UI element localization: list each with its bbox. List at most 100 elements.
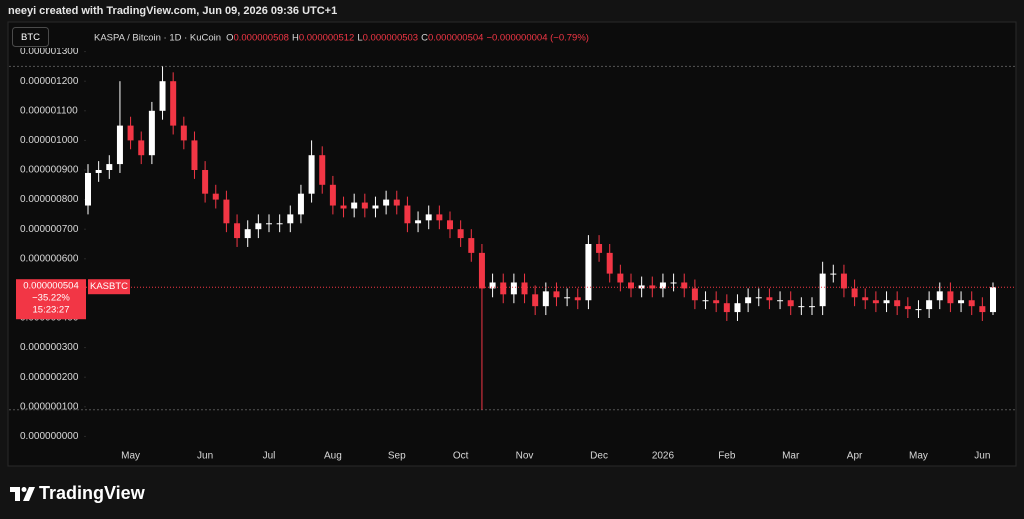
candle-body bbox=[127, 125, 134, 141]
x-tick-label: Jun bbox=[974, 451, 990, 462]
candle-body bbox=[777, 300, 784, 302]
candle-body bbox=[180, 125, 187, 141]
legend: KASPA / Bitcoin · 1D · KuCoin O0.00000050… bbox=[94, 32, 589, 43]
x-tick-label: Apr bbox=[847, 451, 863, 462]
candle-body bbox=[681, 282, 688, 289]
candle-body bbox=[947, 291, 954, 304]
candle-body bbox=[723, 303, 730, 313]
candle-body bbox=[510, 282, 517, 295]
candle-body bbox=[319, 155, 326, 185]
candle-body bbox=[787, 300, 794, 307]
price-label: 0.000000504 bbox=[23, 281, 78, 292]
candle-body bbox=[819, 273, 826, 307]
candle-body bbox=[234, 223, 241, 239]
ticker-label: KASBTC bbox=[90, 281, 128, 292]
price-countdown: 15:23:27 bbox=[33, 305, 70, 316]
y-tick-label: 0.000000800 bbox=[20, 194, 79, 205]
candle-body bbox=[894, 300, 901, 307]
symbol-box-label[interactable]: BTC bbox=[21, 32, 40, 43]
candle-body bbox=[766, 297, 773, 301]
candle-body bbox=[585, 244, 592, 301]
chart-panel bbox=[7, 21, 1017, 467]
candle-body bbox=[809, 306, 815, 308]
candle-body bbox=[862, 297, 869, 301]
price-change: −35.22% bbox=[32, 293, 70, 304]
logo-mark bbox=[21, 487, 27, 492]
candle-body bbox=[958, 300, 965, 304]
candle-body bbox=[606, 252, 613, 274]
candle-body bbox=[979, 306, 986, 313]
legend-key: H bbox=[292, 32, 299, 43]
logo-text: TradingView bbox=[39, 483, 146, 503]
candle-body bbox=[798, 306, 805, 308]
candle-body bbox=[936, 291, 943, 301]
candle-body bbox=[148, 110, 155, 156]
candle-body bbox=[170, 81, 177, 126]
x-tick-label: Aug bbox=[324, 451, 342, 462]
candle-body bbox=[521, 282, 528, 295]
candle-body bbox=[872, 300, 879, 304]
candle-body bbox=[596, 244, 603, 253]
candle-body bbox=[500, 282, 507, 295]
y-tick-label: 0.000000200 bbox=[20, 372, 79, 383]
y-tick-label: 0.000000600 bbox=[20, 253, 79, 264]
candle-body bbox=[564, 297, 571, 299]
candle-body bbox=[383, 199, 390, 206]
candle-body bbox=[649, 285, 656, 289]
candle-body bbox=[915, 309, 922, 311]
candle-body bbox=[116, 125, 123, 165]
x-tick-label: May bbox=[121, 451, 140, 462]
y-tick-label: 0.000000900 bbox=[20, 165, 79, 176]
candle-body bbox=[415, 220, 422, 224]
plot: 0.000000000 0.000000100 0.000000200 0.00000… bbox=[9, 46, 1015, 462]
candle-body bbox=[734, 303, 741, 313]
candle-body bbox=[308, 155, 315, 194]
candle-body bbox=[361, 202, 368, 209]
candle-body bbox=[574, 297, 581, 301]
candle-body bbox=[851, 288, 858, 298]
x-tick-label: Sep bbox=[388, 451, 406, 462]
x-tick-label: Dec bbox=[590, 451, 608, 462]
candle-body bbox=[713, 300, 720, 304]
legend-symbol: KASPA / Bitcoin · 1D · KuCoin bbox=[94, 32, 221, 43]
y-tick-label: 0.000000000 bbox=[20, 431, 79, 442]
legend-key: L bbox=[357, 32, 362, 43]
candle-body bbox=[276, 223, 283, 225]
x-tick-label: May bbox=[909, 451, 928, 462]
candle-body bbox=[542, 291, 549, 307]
candle-body bbox=[670, 282, 677, 284]
y-tick-label: 0.000000100 bbox=[20, 401, 79, 412]
x-tick-label: Jul bbox=[263, 451, 276, 462]
y-tick-label: 0.000000700 bbox=[20, 224, 79, 235]
candle-body bbox=[457, 229, 464, 239]
tradingview-logo: TradingView bbox=[10, 483, 146, 503]
x-tick-label: Mar bbox=[782, 451, 800, 462]
legend-value: 0.000000503 bbox=[363, 32, 418, 43]
candle-body bbox=[553, 291, 560, 298]
candle-body bbox=[755, 297, 762, 299]
legend-bar bbox=[9, 23, 1015, 48]
candle-body bbox=[351, 202, 358, 209]
legend-key: C bbox=[421, 32, 428, 43]
candle-body bbox=[468, 238, 475, 253]
candle-body bbox=[340, 205, 347, 209]
candle-body bbox=[926, 300, 933, 310]
candle-body bbox=[447, 220, 453, 230]
logo-mark bbox=[10, 487, 20, 501]
candle-body bbox=[85, 172, 91, 206]
candle-body bbox=[436, 214, 443, 221]
x-tick-label: Jun bbox=[197, 451, 213, 462]
header: neeyi created with TradingView.com, Jun … bbox=[8, 5, 337, 17]
x-tick-label: Feb bbox=[718, 451, 736, 462]
legend-change: −0.000000004 (−0.79%) bbox=[486, 32, 588, 43]
x-tick-label: Oct bbox=[453, 451, 469, 462]
candle-body bbox=[968, 300, 975, 307]
candle-body bbox=[628, 282, 634, 289]
ticker-box bbox=[88, 279, 130, 295]
y-tick-label: 0.000001100 bbox=[20, 105, 78, 116]
candle-body bbox=[95, 170, 102, 173]
symbol-box[interactable] bbox=[12, 27, 49, 47]
candle-body bbox=[659, 282, 666, 289]
candle-body bbox=[297, 193, 304, 215]
